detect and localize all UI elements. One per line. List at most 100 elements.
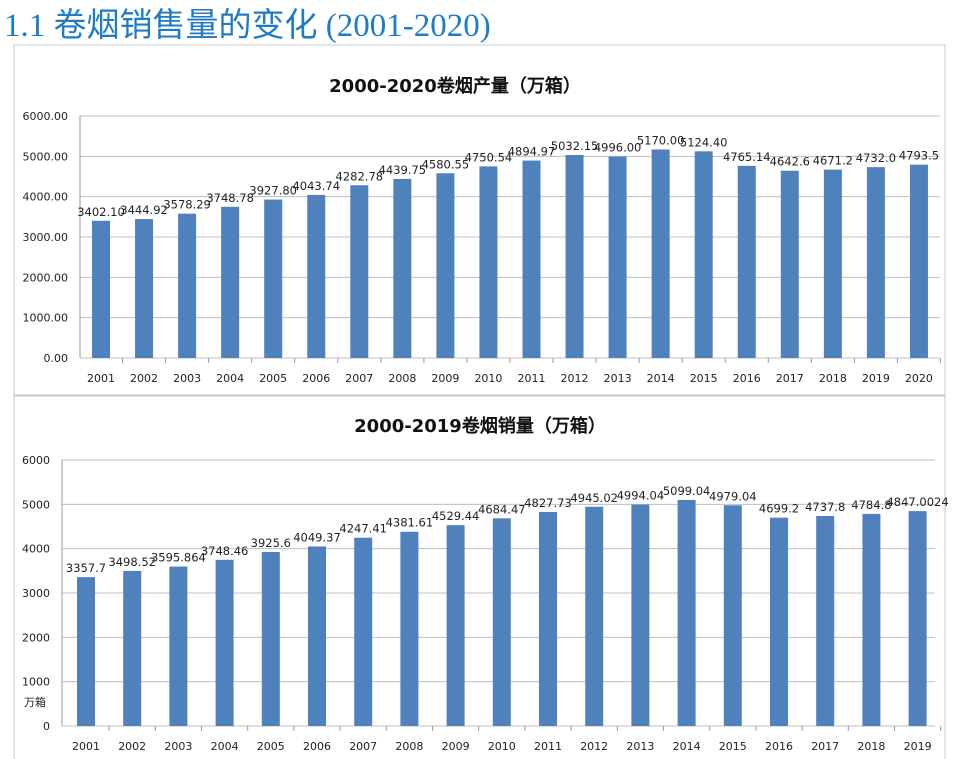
x-tick-label: 2007	[349, 740, 377, 753]
x-tick-label: 2011	[518, 372, 546, 385]
bar-2012	[565, 155, 584, 358]
data-label-2016: 4765.14	[723, 150, 771, 164]
data-label-2004: 3748.46	[201, 544, 249, 558]
data-label-2006: 4049.37	[293, 530, 341, 544]
data-label-2005: 3925.6	[251, 536, 291, 550]
bar-2005	[261, 551, 280, 726]
x-tick-label: 2020	[905, 372, 933, 385]
x-tick-label: 2014	[647, 372, 675, 385]
bar-2017	[816, 515, 835, 726]
data-label-2009: 4580.55	[422, 157, 470, 171]
data-label-2013: 4996.00	[594, 140, 642, 154]
x-tick-label: 2007	[345, 372, 373, 385]
chart2-ylabel: 万箱	[24, 695, 46, 709]
x-tick-label: 2012	[580, 740, 608, 753]
data-label-2017: 4737.8	[805, 500, 845, 514]
data-label-2008: 4439.75	[379, 163, 427, 177]
bar-2004	[221, 206, 240, 358]
x-tick-label: 2018	[857, 740, 885, 753]
data-label-2018: 4671.2	[813, 154, 853, 168]
x-tick-label: 2001	[87, 372, 115, 385]
data-label-2011: 4827.73	[524, 496, 572, 510]
bar-2013	[608, 156, 627, 358]
y-tick-label: 1000.00	[23, 312, 69, 325]
data-label-2014: 5170.00	[637, 133, 685, 147]
x-tick-label: 2001	[72, 740, 100, 753]
data-label-2014: 5099.04	[663, 484, 711, 498]
bar-2017	[780, 170, 799, 358]
data-label-2004: 3748.78	[206, 191, 254, 205]
bar-2008	[400, 531, 419, 726]
x-tick-label: 2003	[173, 372, 201, 385]
x-tick-label: 2015	[690, 372, 718, 385]
x-tick-label: 2008	[395, 740, 423, 753]
bar-2014	[651, 149, 670, 358]
y-tick-label: 6000	[22, 454, 50, 467]
data-label-2007: 4247.41	[339, 522, 387, 536]
bar-2006	[308, 546, 326, 726]
data-label-2013: 4994.04	[617, 489, 665, 503]
x-tick-label: 2011	[534, 740, 562, 753]
x-tick-label: 2003	[164, 740, 192, 753]
x-tick-label: 2010	[488, 740, 516, 753]
data-label-2003: 3578.29	[163, 198, 211, 212]
x-tick-label: 2019	[904, 740, 932, 753]
bar-2015	[694, 151, 713, 358]
data-label-2018: 4784.8	[851, 498, 891, 512]
bar-2011	[522, 160, 541, 358]
y-tick-label: 1000	[22, 676, 50, 689]
data-label-2008: 4381.61	[386, 516, 434, 530]
y-tick-label: 4000	[22, 543, 50, 556]
y-tick-label: 3000	[22, 587, 50, 600]
data-label-2002: 3444.92	[120, 203, 168, 217]
bar-2014	[677, 499, 696, 726]
bar-2010	[479, 166, 498, 358]
y-tick-label: 5000.00	[23, 150, 69, 163]
data-label-2006: 4043.74	[292, 179, 340, 193]
bar-2006	[307, 194, 326, 358]
data-label-2012: 4945.02	[570, 491, 618, 505]
x-tick-label: 2006	[303, 740, 331, 753]
x-tick-label: 2006	[302, 372, 330, 385]
bar-2020	[909, 164, 928, 358]
y-tick-label: 2000.00	[23, 271, 69, 284]
chart1-plot: 0.00 1000.00 2000.00 3000.00 4000.00 5000.00 6…	[23, 110, 941, 385]
data-label-2015: 5124.40	[680, 135, 728, 149]
data-label-2016: 4699.2	[759, 502, 799, 516]
bar-2012	[585, 506, 604, 726]
data-label-2003: 3595.864	[151, 551, 206, 565]
x-tick-label: 2017	[811, 740, 839, 753]
x-tick-label: 2013	[604, 372, 632, 385]
bar-2002	[135, 219, 154, 358]
bar-2013	[631, 504, 650, 726]
bar-2010	[492, 518, 511, 726]
data-label-2019: 4732.0	[856, 151, 896, 165]
bar-2016	[737, 165, 756, 358]
bar-2003	[169, 566, 188, 726]
data-label-2019: 4847.0024	[886, 495, 948, 509]
data-label-2015: 4979.04	[709, 489, 757, 503]
data-label-2020: 4793.5	[899, 149, 939, 163]
bar-2009	[446, 525, 465, 726]
bar-2008	[393, 178, 412, 358]
bar-2001	[92, 220, 110, 358]
x-tick-label: 2002	[130, 372, 158, 385]
data-label-2011: 4894.97	[508, 145, 556, 159]
y-tick-label: 5000	[22, 498, 50, 511]
data-label-2005: 3927.80	[249, 184, 297, 198]
data-label-2001: 3357.7	[66, 561, 106, 575]
x-tick-label: 2012	[561, 372, 589, 385]
x-tick-label: 2016	[733, 372, 761, 385]
x-tick-label: 2014	[673, 740, 701, 753]
y-tick-label: 0	[43, 720, 50, 733]
chart2-title: 2000-2019卷烟销量（万箱）	[354, 415, 606, 437]
y-tick-label: 4000.00	[23, 191, 69, 204]
data-label-2002: 3498.52	[108, 555, 156, 569]
bar-2002	[123, 570, 142, 726]
slide-heading: 1.1 卷烟销售量的变化 (2001-2020)	[4, 8, 491, 44]
bar-2004	[215, 559, 234, 726]
x-tick-label: 2009	[431, 372, 459, 385]
data-label-2009: 4529.44	[432, 509, 480, 523]
data-label-2001: 3402.10	[77, 205, 125, 219]
bar-2015	[723, 505, 742, 726]
